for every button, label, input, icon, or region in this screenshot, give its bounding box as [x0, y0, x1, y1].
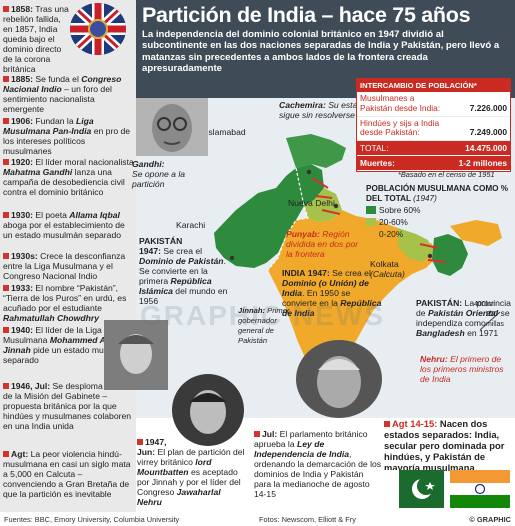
timeline-item: 1920: El líder moral nacionalista Mahatm… [3, 157, 134, 197]
exchange-header: INTERCAMBIO DE POBLACIÓN* [357, 79, 510, 92]
timeline-item: 1946, Jul: Se desploma el Plan de la Mis… [3, 381, 132, 431]
mountbatten-photo [172, 374, 244, 446]
population-exchange-box: INTERCAMBIO DE POBLACIÓN* Musulmanes a P… [356, 78, 511, 173]
graphic-news-credit: © GRAPHIC NEWS [469, 515, 511, 526]
exchange-deaths: Muertes: 1-2 millones [357, 156, 510, 172]
timeline-item: 1906: Fundan la Liga Musulmana Pan-India… [3, 116, 131, 156]
legend-item: Sobre 60% [366, 205, 511, 215]
timeline-item: 1885: Se funda el Congreso Nacional Indi… [3, 74, 122, 114]
sources: Fuentes: BBC, Emory University, Columbia… [4, 515, 180, 524]
royal-flag-icon [70, 3, 126, 55]
jinnah-photo [104, 320, 168, 390]
legend-item: 0-20% [366, 229, 511, 239]
footer: Fuentes: BBC, Emory University, Columbia… [0, 512, 515, 526]
city-kolkata: Kolkata (Calcuta) [370, 259, 405, 279]
map-legend: POBLACIÓN MUSULMANA COMO % DEL TOTAL (19… [366, 184, 511, 239]
page-subtitle: La independencia del dominio colonial br… [142, 29, 500, 74]
pakistan-flag-icon [384, 470, 444, 508]
census-note: *Basado en el censo de 1951 [398, 170, 495, 179]
jun-1947-note: 1947, Jun: El plan de partición del virre… [137, 437, 245, 507]
scale-km: 400km [474, 301, 496, 308]
exchange-total: TOTAL: 14.475.000 [357, 141, 510, 157]
india-flag-icon [450, 470, 510, 508]
legend-item: 20-60% [366, 217, 511, 227]
exchange-row: Hindúes y sijs a India desde Pakistán: 7.… [357, 117, 510, 142]
timeline-panel: 1858: Tras una rebelión fallida, en 1857… [0, 0, 136, 512]
pakistan-note: PAKISTÁN 1947: Se crea el Dominio de Pak… [139, 236, 228, 306]
legend-title: POBLACIÓN MUSULMANA COMO % DEL TOTAL [366, 184, 509, 203]
jinnah-note: Jinnah: Primer gobernador general de Pak… [238, 306, 290, 345]
timeline-item: 1933: El nombre “Pakistán”, “Tierra de l… [3, 283, 127, 323]
page-title: Partición de India – hace 75 años [142, 3, 471, 27]
scale-mi: 250 millas [486, 311, 504, 328]
cachemira-note: Cachemira: Su estatus sigue sin resolver… [279, 100, 369, 120]
jul-note: Jul: El parlamento británico aprueba la … [254, 429, 382, 499]
flags [384, 470, 510, 508]
gandhi-photo [136, 98, 208, 156]
india-note: INDIA 1947: Se crea el Dominio (o Unión)… [282, 268, 382, 318]
nehru-photo [296, 340, 382, 418]
agt-note: Agt 14-15: Nacen dos estados separados: … [384, 418, 505, 473]
timeline-item: Agt: La peor violencia hindú-musulmana e… [3, 449, 131, 499]
gandhi-note: Gandhi: Se opone a la partición [132, 159, 186, 189]
east-pakistan-note: PAKISTÁN: La provincia de Pakistán Orien… [416, 298, 511, 338]
punyab-note: Punyab: Región dividida en dos por la fr… [286, 229, 359, 259]
photo-credits: Fotos: Newscom, Elliott & Fry [259, 515, 356, 524]
timeline-item: 1930s: Crece la desconfianza entre la Li… [3, 251, 126, 281]
city-nueva-delhi: Nueva Delhi [288, 198, 335, 208]
nehru-note: Nehru: El primero de los primeros minist… [420, 354, 504, 384]
exchange-row: Musulmanes a Pakistán desde India: 7.226.… [357, 92, 510, 117]
timeline-item: 1940: El líder de la Liga Musulmana Moha… [3, 325, 132, 365]
header-banner: Partición de India – hace 75 años La ind… [136, 0, 515, 98]
timeline-item: 1858: Tras una rebelión fallida, en 1857… [3, 4, 69, 74]
timeline-item: 1930: El poeta Allama Iqbal aboga por el… [3, 210, 125, 240]
city-islamabad: Islamabad [206, 127, 246, 137]
watermark: GRAPHIC NEWS [140, 300, 385, 331]
legend-year: (1947) [413, 193, 437, 203]
city-karachi: Karachi [176, 220, 206, 230]
